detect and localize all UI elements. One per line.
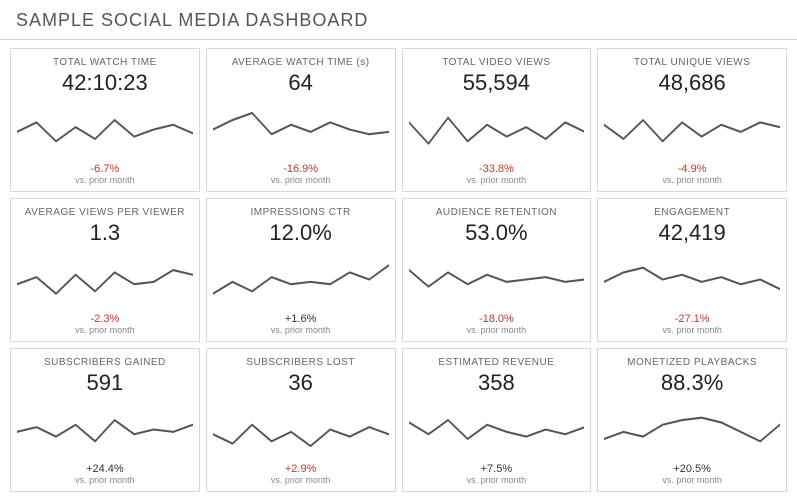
sparkline [604,248,780,311]
metric-value: 12.0% [269,220,331,246]
metric-delta: -2.3% [91,313,120,325]
metric-value: 53.0% [465,220,527,246]
metric-delta: -18.0% [479,313,514,325]
metric-value: 358 [478,370,515,396]
metric-delta: +24.4% [86,463,124,475]
metric-card-audience-retention[interactable]: AUDIENCE RETENTION 53.0% -18.0% vs. prio… [402,198,592,342]
metric-label: TOTAL WATCH TIME [53,57,157,68]
metric-delta: +2.9% [285,463,317,475]
metric-label: AVERAGE VIEWS PER VIEWER [25,207,185,218]
metric-label: MONETIZED PLAYBACKS [627,357,757,368]
metric-delta: +1.6% [285,313,317,325]
metric-compare: vs. prior month [467,475,527,485]
metric-delta: -16.9% [283,163,318,175]
sparkline [213,98,389,161]
metric-value: 42:10:23 [62,70,148,96]
metric-label: SUBSCRIBERS LOST [246,357,355,368]
sparkline [17,248,193,311]
metric-compare: vs. prior month [662,325,722,335]
metric-value: 36 [288,370,312,396]
metric-label: ESTIMATED REVENUE [438,357,554,368]
metric-value: 88.3% [661,370,723,396]
metric-value: 591 [87,370,124,396]
metric-compare: vs. prior month [75,325,135,335]
metric-delta: +20.5% [673,463,711,475]
metric-value: 64 [288,70,312,96]
metric-compare: vs. prior month [271,175,331,185]
metric-delta: +7.5% [481,463,513,475]
page-title: SAMPLE SOCIAL MEDIA DASHBOARD [16,10,781,31]
metric-grid: TOTAL WATCH TIME 42:10:23 -6.7% vs. prio… [0,40,797,500]
sparkline [409,398,585,461]
metric-card-total-video-views[interactable]: TOTAL VIDEO VIEWS 55,594 -33.8% vs. prio… [402,48,592,192]
metric-delta: -6.7% [91,163,120,175]
sparkline [17,98,193,161]
metric-card-total-watch-time[interactable]: TOTAL WATCH TIME 42:10:23 -6.7% vs. prio… [10,48,200,192]
metric-compare: vs. prior month [271,475,331,485]
metric-value: 42,419 [658,220,725,246]
sparkline [604,398,780,461]
metric-delta: -33.8% [479,163,514,175]
metric-compare: vs. prior month [662,175,722,185]
metric-delta: -4.9% [678,163,707,175]
sparkline [213,398,389,461]
metric-delta: -27.1% [675,313,710,325]
metric-label: IMPRESSIONS CTR [250,207,350,218]
metric-value: 48,686 [658,70,725,96]
metric-compare: vs. prior month [662,475,722,485]
metric-card-estimated-revenue[interactable]: ESTIMATED REVENUE 358 +7.5% vs. prior mo… [402,348,592,492]
metric-label: ENGAGEMENT [654,207,730,218]
metric-card-subscribers-lost[interactable]: SUBSCRIBERS LOST 36 +2.9% vs. prior mont… [206,348,396,492]
metric-compare: vs. prior month [75,475,135,485]
metric-card-engagement[interactable]: ENGAGEMENT 42,419 -27.1% vs. prior month [597,198,787,342]
metric-card-impressions-ctr[interactable]: IMPRESSIONS CTR 12.0% +1.6% vs. prior mo… [206,198,396,342]
sparkline [409,98,585,161]
sparkline [604,98,780,161]
metric-label: TOTAL VIDEO VIEWS [442,57,550,68]
sparkline [213,248,389,311]
metric-label: AUDIENCE RETENTION [436,207,557,218]
metric-label: TOTAL UNIQUE VIEWS [634,57,751,68]
metric-label: AVERAGE WATCH TIME (s) [232,57,370,68]
metric-card-subscribers-gained[interactable]: SUBSCRIBERS GAINED 591 +24.4% vs. prior … [10,348,200,492]
metric-card-avg-views-per-viewer[interactable]: AVERAGE VIEWS PER VIEWER 1.3 -2.3% vs. p… [10,198,200,342]
metric-compare: vs. prior month [75,175,135,185]
metric-compare: vs. prior month [467,325,527,335]
metric-card-total-unique-views[interactable]: TOTAL UNIQUE VIEWS 48,686 -4.9% vs. prio… [597,48,787,192]
metric-compare: vs. prior month [467,175,527,185]
metric-compare: vs. prior month [271,325,331,335]
metric-card-monetized-playbacks[interactable]: MONETIZED PLAYBACKS 88.3% +20.5% vs. pri… [597,348,787,492]
metric-value: 55,594 [463,70,530,96]
metric-value: 1.3 [90,220,121,246]
dashboard-header: SAMPLE SOCIAL MEDIA DASHBOARD [0,0,797,40]
metric-label: SUBSCRIBERS GAINED [44,357,166,368]
sparkline [409,248,585,311]
sparkline [17,398,193,461]
metric-card-avg-watch-time[interactable]: AVERAGE WATCH TIME (s) 64 -16.9% vs. pri… [206,48,396,192]
